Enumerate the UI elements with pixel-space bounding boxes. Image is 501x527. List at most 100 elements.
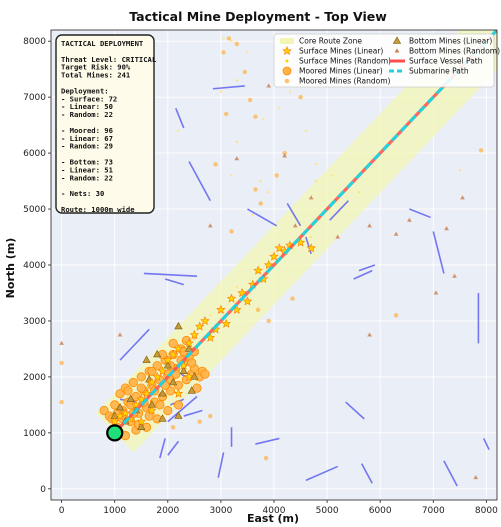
bottom-mine-random: [452, 273, 457, 278]
net: [286, 203, 302, 227]
surface-mine-random: [262, 118, 265, 121]
moored-mine-random: [59, 360, 64, 366]
bottom-mine-linear: [142, 355, 151, 363]
y-tick-label: 2000: [23, 373, 46, 383]
bottom-mine-linear: [174, 411, 183, 419]
legend-item: Moored Mines (Random): [284, 77, 391, 86]
surface-mine-linear: [221, 318, 231, 328]
legend-swatch-bottom-linear: [392, 36, 402, 44]
net: [164, 278, 184, 286]
bottom-mine-random: [335, 234, 341, 239]
moored-mine-linear: [163, 405, 173, 416]
surface-mine-random: [235, 140, 238, 144]
bottom-mine-random: [433, 290, 439, 295]
surface-mine-random: [235, 286, 238, 289]
legend-label: Submarine Path: [409, 67, 469, 76]
legend-item: Moored Mines (Linear): [282, 66, 383, 76]
y-tick-label: 3000: [23, 317, 46, 327]
bottom-mine-random: [308, 195, 314, 200]
bottom-mine-random: [367, 223, 372, 228]
moored-mine-random: [253, 114, 258, 119]
x-axis-label: East (m): [247, 512, 299, 525]
bottom-mine-linear: [153, 349, 162, 358]
moored-mine-random: [255, 307, 261, 312]
moored-mine-linear: [200, 369, 210, 379]
surface-mine-random: [310, 235, 313, 239]
info-box-line: Deployment:: [61, 86, 109, 95]
surface-mine-random: [288, 90, 292, 93]
surface-mine-random: [251, 213, 254, 216]
y-tick-label: 0: [40, 485, 46, 495]
moored-mine-random: [226, 36, 232, 41]
net: [353, 269, 373, 280]
net: [175, 108, 185, 129]
moored-mine-linear: [187, 358, 197, 368]
surface-mine-linear: [242, 296, 253, 306]
net: [345, 401, 365, 420]
moored-mine-linear: [123, 386, 133, 396]
info-box-line: - Bottom: 73: [61, 158, 113, 167]
moored-mine-random: [393, 313, 399, 318]
legend-item: Core Route Zone: [280, 37, 362, 46]
bottom-mine-linear: [169, 377, 178, 386]
moored-mine-random: [229, 229, 234, 234]
net: [188, 161, 211, 202]
bottom-mine-linear: [184, 344, 194, 352]
net: [217, 452, 225, 478]
surface-mine-linear: [173, 343, 184, 353]
surface-mine-linear: [168, 349, 178, 359]
net: [483, 438, 490, 450]
moored-mine-random: [224, 111, 229, 117]
start-point-marker: [106, 424, 124, 442]
info-box-line: Target Risk: 90%: [61, 63, 131, 72]
info-box-frame: [55, 34, 155, 214]
chart-title: Tactical Mine Deployment - Top View: [129, 9, 387, 24]
legend-swatch-surface-random: [285, 59, 289, 63]
surface-mine-linear: [157, 366, 168, 376]
legend-swatch-bottom-random: [394, 48, 400, 53]
bottom-mine-random: [292, 223, 298, 228]
surface-mine-random: [304, 129, 307, 132]
moored-mine-random: [266, 318, 271, 324]
surface-mine-linear: [216, 304, 226, 314]
x-tick-label: 6000: [369, 506, 392, 516]
x-tick-label: 3000: [209, 506, 232, 516]
surface-mine-random: [219, 90, 223, 93]
bottom-mine-random: [282, 153, 287, 158]
surface-mine-linear: [226, 293, 237, 303]
moored-mine-linear: [192, 383, 202, 393]
surface-mine-linear: [109, 416, 120, 426]
net: [432, 231, 445, 274]
surface-mine-linear: [136, 416, 147, 426]
bottom-mine-linear: [174, 321, 183, 330]
x-tick-label: 4000: [263, 506, 286, 516]
moored-mine-linear: [147, 366, 157, 376]
bottom-mine-random: [444, 226, 449, 231]
info-box-line: Threat Level: CRITICAL: [61, 55, 157, 64]
moored-mine-random: [282, 150, 287, 156]
info-box-line: Total Mines: 241: [61, 71, 130, 80]
y-tick-label: 1000: [23, 429, 46, 439]
surface-mine-linear: [141, 388, 152, 398]
moored-mine-random: [253, 187, 258, 192]
bottom-mine-random: [59, 340, 64, 345]
surface-mine-linear: [253, 265, 263, 275]
surface-mine-random: [259, 179, 262, 183]
legend-item: Surface Mines (Linear): [282, 46, 383, 56]
surface-mine-random: [235, 79, 238, 82]
surface-mine-linear: [306, 243, 316, 253]
surface-mine-random: [246, 51, 249, 54]
plot-area: 0 1000 2000 3000 4000 5000 6000 7000 8000 0 1000 20…: [23, 29, 500, 516]
info-box-line: - Surface: 72: [61, 94, 117, 103]
legend-item: Surface Mines (Random): [285, 57, 391, 66]
y-tick-label: 6000: [23, 149, 46, 159]
moored-mine-random: [234, 41, 240, 47]
moored-mine-random: [197, 419, 202, 424]
net: [329, 200, 349, 221]
surface-mine-linear: [184, 371, 194, 381]
submarine-path: [113, 30, 497, 434]
moored-mine-linear: [173, 400, 184, 410]
moored-mine-random: [258, 201, 263, 206]
info-box-line: - Random: 29: [61, 142, 113, 151]
surface-mine-linear: [136, 394, 147, 404]
